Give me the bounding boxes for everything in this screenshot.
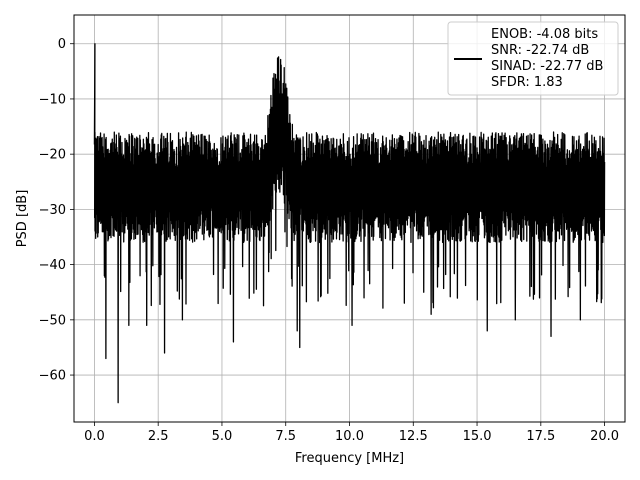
x-tick-label: 5.0 [212,429,233,444]
legend-enob: ENOB: -4.08 bits [491,27,598,42]
x-tick-label: 10.0 [335,429,364,444]
y-tick-label: −50 [39,313,66,328]
x-tick-label: 0.0 [84,429,105,444]
y-tick-label: 0 [58,37,66,52]
y-tick-label: −30 [39,203,66,218]
x-tick-label: 2.5 [148,429,169,444]
y-tick-label: −40 [39,258,66,273]
x-tick-label: 17.5 [526,429,555,444]
legend-box [447,21,619,96]
psd-trace [93,43,606,404]
legend-snr: SNR: -22.74 dB [491,43,589,58]
y-tick-label: −20 [39,148,66,163]
x-tick-label: 20.0 [590,429,619,444]
legend: ENOB: -4.08 bits SNR: -22.74 dB SINAD: -… [447,21,619,96]
legend-sinad: SINAD: -22.77 dB [491,59,603,74]
x-tick-label: 15.0 [463,429,492,444]
y-axis-ticks: 0 −10 −20 −30 −40 −50 −60 [39,37,74,384]
y-axis-label: PSD [dB] [15,190,30,248]
x-axis-label: Frequency [MHz] [295,451,404,466]
legend-sfdr: SFDR: 1.83 [491,75,563,90]
y-tick-label: −60 [39,369,66,384]
x-axis-ticks: 0.0 2.5 5.0 7.5 10.0 12.5 15.0 17.5 20.0 [84,422,619,444]
x-tick-label: 12.5 [399,429,428,444]
x-tick-label: 7.5 [275,429,296,444]
y-tick-label: −10 [39,92,66,107]
psd-series [93,43,606,404]
